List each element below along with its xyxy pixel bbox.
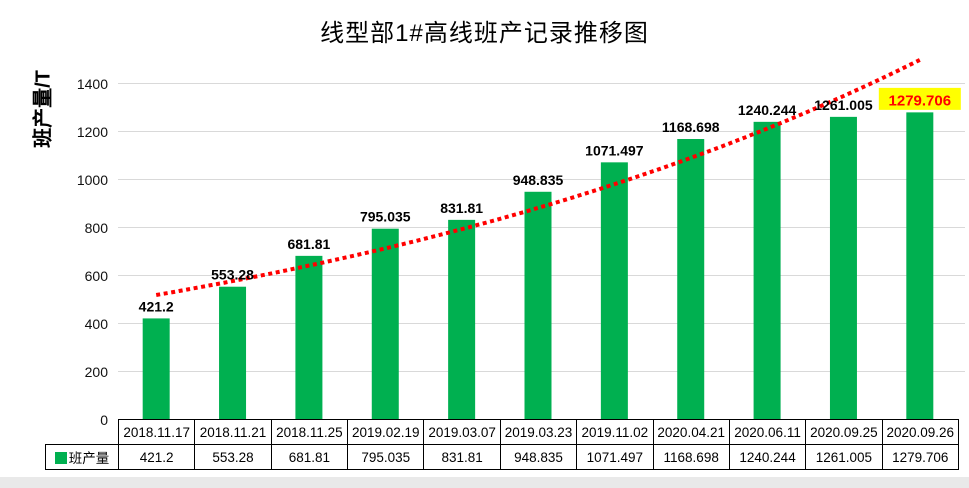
series-value-row: 班产量 421.2 553.28 681.81 795.035 831.81 948.835… — [45, 444, 959, 470]
y-tick-label: 800 — [84, 219, 108, 236]
date-header-cell: 2019.03.07 — [423, 419, 501, 445]
value-cell: 831.81 — [423, 444, 501, 470]
record-highlight-box — [878, 87, 961, 110]
y-tick-label: 600 — [84, 267, 108, 284]
legend-label: 班产量 — [68, 451, 110, 466]
production-bar — [219, 286, 247, 420]
y-tick-label: 1400 — [76, 75, 108, 92]
production-bar — [142, 318, 170, 420]
bar-value-label: 948.835 — [513, 172, 564, 188]
y-tick-label: 1000 — [76, 171, 108, 188]
value-cell: 1240.244 — [728, 444, 807, 470]
bar-value-label: 795.035 — [360, 209, 411, 225]
table-corner-blank — [46, 420, 119, 445]
bar-value-label: 553.28 — [211, 267, 254, 283]
legend-cell: 班产量 — [45, 444, 119, 470]
production-bar — [753, 121, 781, 421]
production-bar — [371, 228, 399, 420]
y-tick-label: 0 — [100, 411, 108, 428]
value-cell: 1279.706 — [881, 444, 959, 470]
date-header-cell: 2020.04.21 — [652, 419, 730, 445]
date-header-cell: 2019.11.02 — [576, 419, 654, 445]
production-bar — [600, 162, 628, 421]
y-tick-label: 400 — [84, 315, 108, 332]
y-tick-label: 1200 — [76, 123, 108, 140]
date-header-cell: 2020.06.11 — [728, 419, 807, 445]
date-header-cell: 2018.11.25 — [270, 419, 349, 445]
value-cell: 1261.005 — [805, 444, 883, 470]
production-bar — [677, 139, 705, 420]
value-cell: 553.28 — [194, 444, 272, 470]
data-table: 2018.11.17 2018.11.21 2018.11.25 2019.02.19… — [45, 419, 959, 470]
record-highlight-label: 1279.706 — [889, 92, 952, 109]
value-cell: 421.2 — [117, 444, 196, 470]
chart-title: 线型部1#高线班产记录推移图 — [320, 20, 649, 47]
y-tick-label: 200 — [84, 363, 108, 380]
bottom-margin-strip — [0, 477, 969, 488]
production-bar — [829, 116, 857, 421]
value-cell: 795.035 — [347, 444, 425, 470]
date-header-cell: 2018.11.21 — [194, 419, 272, 445]
bar-value-label: 1261.005 — [814, 97, 873, 113]
bar-value-label: 831.81 — [440, 200, 483, 216]
production-bar — [906, 112, 934, 421]
bar-value-label: 1071.497 — [585, 142, 644, 158]
value-cell: 1071.497 — [576, 444, 654, 470]
bar-value-label: 1168.698 — [662, 119, 720, 135]
date-header-cell: 2018.11.17 — [117, 419, 196, 445]
date-header-cell: 2020.09.26 — [881, 419, 959, 445]
value-cell: 948.835 — [499, 444, 578, 470]
legend-key-icon — [54, 452, 67, 464]
value-cell: 1168.698 — [652, 444, 730, 470]
value-cell: 681.81 — [270, 444, 349, 470]
production-bar — [524, 191, 552, 420]
bar-value-label: 421.2 — [139, 298, 174, 314]
production-bar — [295, 255, 323, 420]
bar-value-label: 1240.244 — [738, 102, 797, 118]
category-header-row: 2018.11.17 2018.11.21 2018.11.25 2019.02.19… — [46, 419, 959, 445]
trend-line — [155, 58, 921, 297]
date-header-cell: 2019.03.23 — [499, 419, 578, 445]
bar-value-label: 681.81 — [287, 236, 330, 252]
date-header-cell: 2019.02.19 — [347, 419, 425, 445]
production-bar — [448, 219, 476, 420]
date-header-cell: 2020.09.25 — [805, 419, 883, 445]
